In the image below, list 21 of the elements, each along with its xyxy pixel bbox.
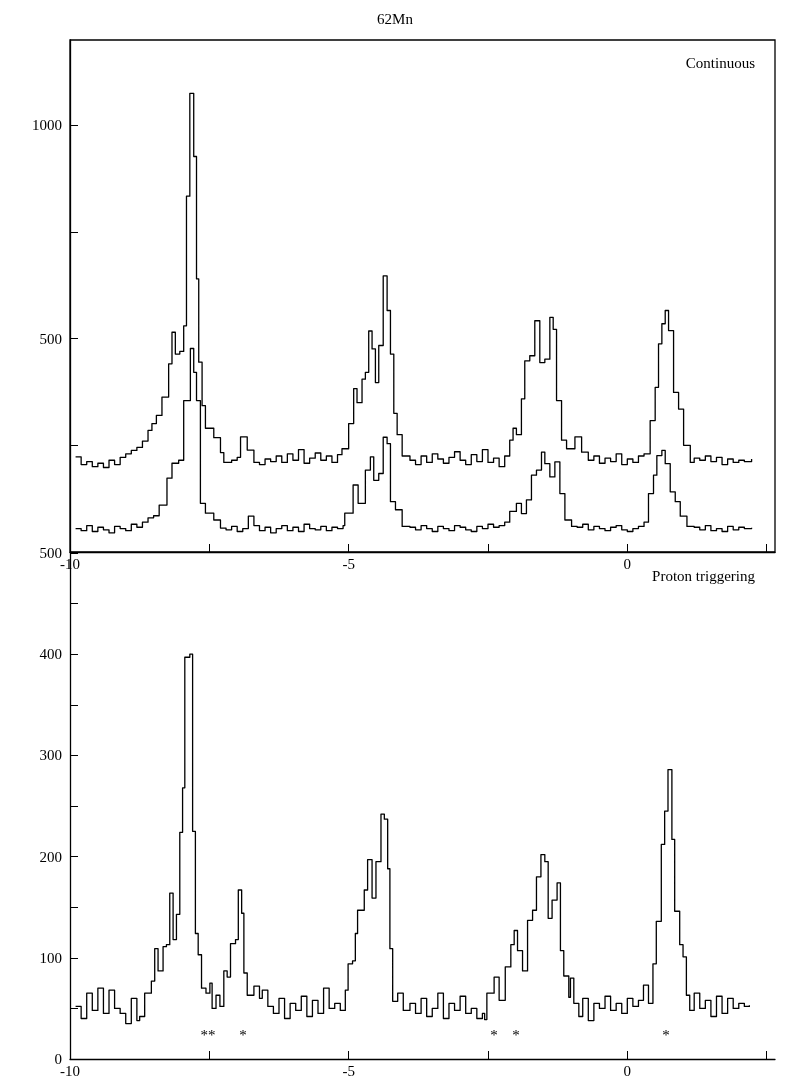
annotation: * — [239, 1027, 247, 1043]
y-tick-label: 500 — [39, 330, 62, 347]
chart-title: 62Mn — [377, 10, 414, 27]
y-tick-label: 100 — [39, 949, 62, 966]
annotation: ** — [200, 1027, 216, 1043]
annotation: * — [662, 1027, 670, 1043]
x-tick-label: -5 — [342, 555, 355, 572]
y-tick-label: 500 — [39, 545, 62, 561]
x-tick-label: -10 — [60, 1062, 80, 1079]
y-tick-label: 300 — [39, 747, 62, 764]
annotation: Continuous — [685, 54, 756, 71]
x-tick-label: -5 — [342, 1062, 355, 1079]
x-tick-label: 0 — [623, 555, 632, 572]
annotation: * — [512, 1027, 520, 1043]
annotation: * — [490, 1027, 498, 1043]
x-tick-label: 0 — [623, 1062, 632, 1079]
annotation: Proton triggering — [652, 567, 756, 584]
y-tick-label: 0 — [54, 1051, 62, 1067]
y-tick-label: 200 — [39, 848, 62, 865]
y-tick-label: 1000 — [32, 117, 62, 134]
y-tick-label: 400 — [39, 646, 62, 663]
